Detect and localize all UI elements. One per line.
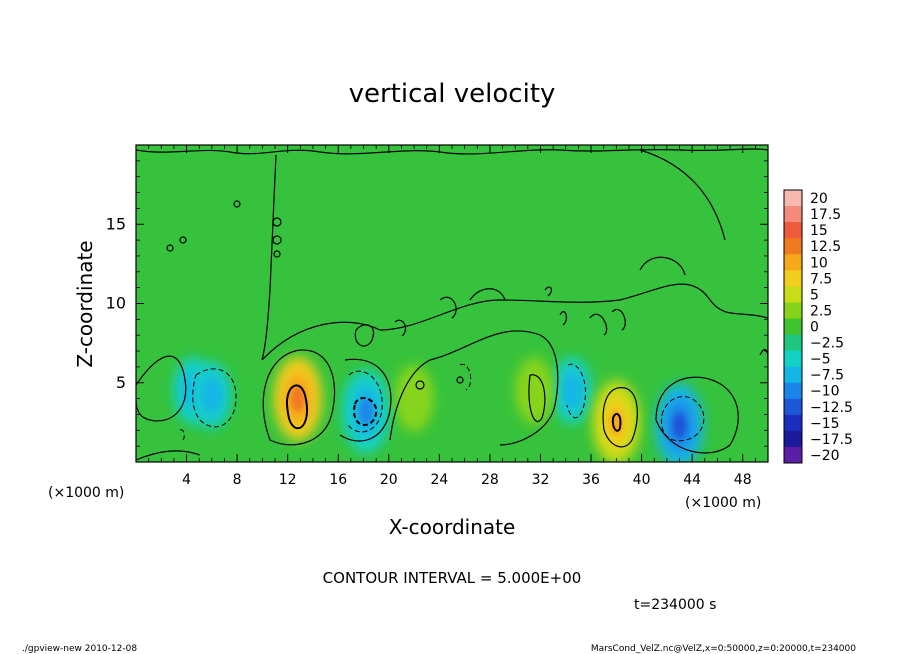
footer-right: MarsCond_VelZ.nc@VelZ,x=0:50000,z=0:2000… xyxy=(591,644,856,654)
colorbar-cell xyxy=(784,238,802,255)
y-axis: 5 10 15 xyxy=(106,160,768,447)
field-blob-core xyxy=(290,385,305,412)
colorbar-label: 12.5 xyxy=(810,239,841,255)
colorbar-label: 10 xyxy=(810,255,828,271)
colorbar-label: −17.5 xyxy=(810,432,853,448)
x-axis-label: X-coordinate xyxy=(389,515,516,539)
colorbar-label: −2.5 xyxy=(810,336,844,352)
colorbar-label: 17.5 xyxy=(810,207,841,223)
x-tick-label: 36 xyxy=(582,472,600,488)
colorbar-cell xyxy=(784,270,802,287)
colorbar-cell xyxy=(784,302,802,319)
colorbar-cell xyxy=(784,286,802,303)
contour-interval-text: CONTOUR INTERVAL = 5.000E+00 xyxy=(323,569,582,587)
colorbar-cell xyxy=(784,414,802,432)
colorbar-label: −20 xyxy=(810,448,840,464)
colorbar-cell xyxy=(784,222,802,239)
x-tick-label: 12 xyxy=(279,472,297,488)
colorbar-frame xyxy=(783,189,803,464)
colorbar-cell xyxy=(784,254,802,271)
colorbar-label: 2.5 xyxy=(810,303,832,319)
colorbar-cell xyxy=(784,318,802,336)
colorbar-cell xyxy=(784,382,802,400)
colorbar-cell xyxy=(784,206,802,223)
colorbar-label: 20 xyxy=(810,191,828,207)
x-tick-label: 20 xyxy=(380,472,398,488)
x-tick-label: 24 xyxy=(430,472,448,488)
footer-left: ./gpview-new 2010-12-08 xyxy=(22,644,137,654)
colorbar-label: −15 xyxy=(810,416,840,432)
x-tick-label: 32 xyxy=(532,472,550,488)
field-blob-core xyxy=(566,380,578,402)
x-tick-label: 48 xyxy=(734,472,752,488)
colorbar-cell xyxy=(784,350,802,368)
colorbar-label: 0 xyxy=(810,320,819,336)
colorbar-label: −7.5 xyxy=(810,368,844,384)
velocity-field xyxy=(173,356,704,462)
field-blob-core xyxy=(408,388,420,409)
field-blob-core xyxy=(672,412,687,439)
x-tick-label: 28 xyxy=(481,472,499,488)
chart-title: vertical velocity xyxy=(349,79,556,109)
colorbar-cell xyxy=(784,398,802,416)
x-unit-label-left: (×1000 m) xyxy=(48,485,124,501)
x-tick-label: 16 xyxy=(329,472,347,488)
x-tick-label: 40 xyxy=(633,472,651,488)
colorbar-cell xyxy=(784,446,802,464)
colorbar-cell xyxy=(784,190,802,207)
colorbar-cell xyxy=(784,366,802,384)
time-text: t=234000 s xyxy=(634,597,716,613)
colorbar-label: 5 xyxy=(810,287,819,303)
y-tick-label: 10 xyxy=(106,294,126,313)
colorbar: 2017.51512.5107.552.50−2.5−5−7.5−10−12.5… xyxy=(783,189,853,464)
y-tick-label: 15 xyxy=(106,214,126,233)
field-blob-core xyxy=(206,385,218,406)
field-blob-core xyxy=(528,380,540,402)
contour-lines xyxy=(136,148,768,461)
colorbar-label: −5 xyxy=(810,352,831,368)
colorbar-label: 15 xyxy=(810,223,828,239)
colorbar-cell xyxy=(784,430,802,448)
y-axis-label: Z-coordinate xyxy=(73,240,97,367)
dashed-contours xyxy=(179,363,705,443)
x-axis: 4 8 12 16 20 24 28 32 36 40 44 48 xyxy=(148,145,756,488)
plot-area xyxy=(136,145,768,462)
colorbar-label: 7.5 xyxy=(810,271,832,287)
inner-contours xyxy=(285,384,622,432)
colorbar-label: −12.5 xyxy=(810,400,853,416)
x-tick-label: 8 xyxy=(233,472,242,488)
colorbar-cell xyxy=(784,334,802,352)
y-tick-label: 5 xyxy=(116,373,126,392)
field-blob-core xyxy=(359,398,374,425)
colorbar-label: −10 xyxy=(810,384,840,400)
x-unit-label-right: (×1000 m) xyxy=(685,495,761,511)
x-tick-label: 4 xyxy=(182,472,191,488)
x-tick-label: 44 xyxy=(683,472,701,488)
